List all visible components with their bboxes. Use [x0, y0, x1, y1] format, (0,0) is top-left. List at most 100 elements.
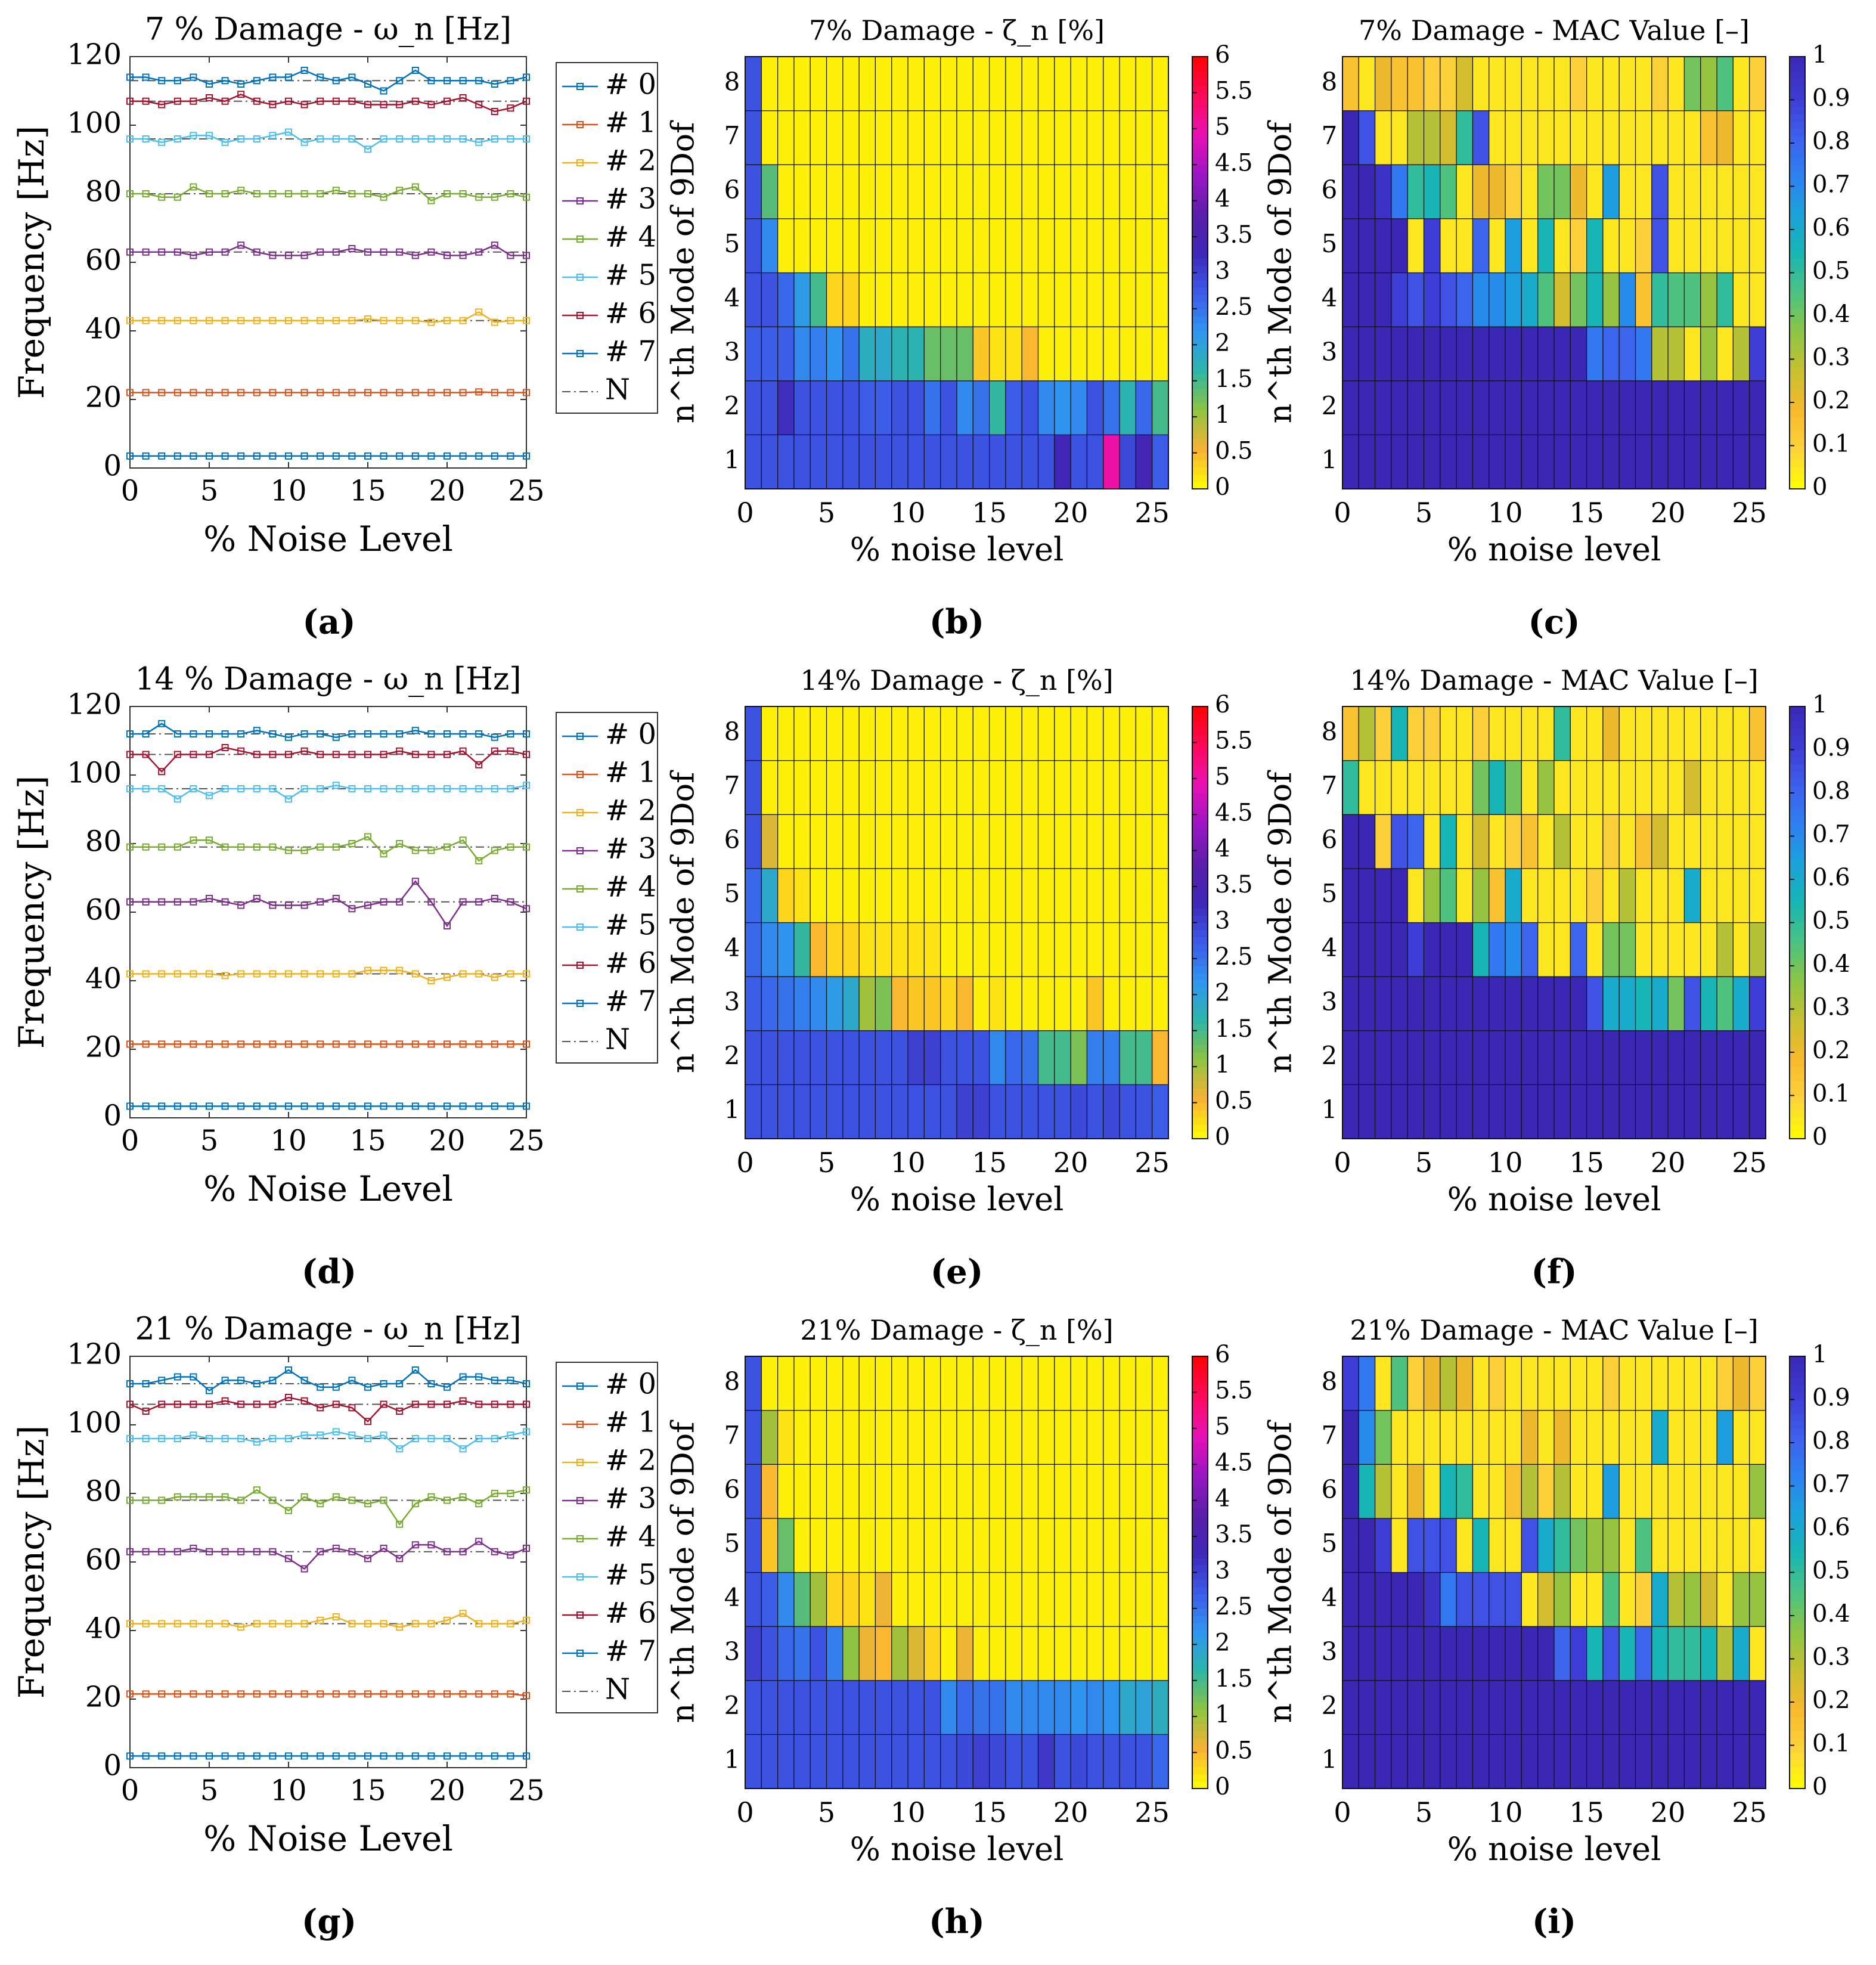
heatmap-cell [745, 380, 762, 435]
heatmap-cell [1070, 1734, 1088, 1789]
heatmap-cell [1456, 1410, 1474, 1465]
data-point [475, 248, 483, 256]
x-axis-label: % Noise Level [203, 1169, 453, 1209]
data-point [523, 193, 530, 201]
heatmap-cell [1456, 1356, 1474, 1411]
heatmap-cell [1358, 1030, 1376, 1085]
heatmap-cell [1119, 1410, 1136, 1465]
heatmap-cell [1070, 1518, 1088, 1573]
data-point [206, 80, 213, 88]
data-point [411, 751, 419, 758]
colorbar-segment [1192, 200, 1208, 209]
heatmap-cell [1537, 56, 1555, 111]
heatmap-cell [1021, 922, 1039, 977]
data-point [444, 974, 451, 981]
data-point [459, 1445, 467, 1453]
heatmap-cell [826, 1626, 844, 1681]
heatmap-cell [1342, 1572, 1359, 1627]
heatmap-cell [907, 706, 925, 761]
colorbar-segment [1790, 1421, 1805, 1429]
data-point [237, 1623, 245, 1631]
heatmap-cell [793, 976, 811, 1031]
colorbar-tick-label: 0.7 [1812, 821, 1850, 848]
heatmap-cell [858, 272, 876, 327]
heatmap-cell [907, 1734, 925, 1789]
heatmap-cell [875, 922, 892, 977]
heatmap-cell [1651, 380, 1669, 435]
heatmap-cell [1037, 922, 1055, 977]
legend-marker [576, 350, 584, 357]
heatmap-cell [1489, 56, 1506, 111]
heatmap-cell [923, 380, 941, 435]
heatmap-cell [1423, 1572, 1441, 1627]
data-point [126, 843, 134, 851]
colorbar-segment [1790, 850, 1805, 858]
heatmap-cell [1570, 326, 1587, 382]
colorbar-segment [1192, 1045, 1208, 1053]
heatmap-cell [956, 218, 973, 274]
colorbar-tick-label: 0.8 [1812, 1427, 1850, 1455]
heatmap-cell [875, 1356, 892, 1411]
colorbar-tick-label: 1 [1812, 691, 1827, 718]
heatmap-cell [1358, 706, 1376, 761]
heatmap-cell [1553, 56, 1571, 111]
y-tick-label: 7 [724, 1421, 740, 1450]
data-point [348, 97, 356, 105]
heatmap-cell [1700, 380, 1717, 435]
data-point [411, 1366, 419, 1374]
heatmap-cell [1472, 1356, 1490, 1411]
colorbar-tick-label: 4.5 [1215, 1449, 1253, 1476]
heatmap-cell [1570, 110, 1587, 165]
heatmap-cell [777, 922, 795, 977]
heatmap-cell [1553, 868, 1571, 923]
heatmap-cell [891, 56, 908, 111]
data-point [269, 1435, 277, 1442]
heatmap-cell [1119, 272, 1136, 327]
heatmap-cell [761, 1464, 779, 1519]
heatmap-cell [1005, 434, 1022, 489]
data-point [190, 730, 197, 737]
heatmap-cell [1683, 1356, 1701, 1411]
heatmap-cell [1505, 272, 1522, 327]
data-point [459, 898, 467, 906]
data-point [396, 840, 404, 847]
heatmap-cell [1537, 380, 1555, 435]
data-point [206, 1752, 213, 1760]
heatmap-cell [1119, 1030, 1136, 1085]
heatmap-cell [1342, 326, 1359, 382]
heatmap-cell [972, 760, 990, 815]
data-point [475, 1620, 483, 1628]
heatmap-cell [989, 922, 1006, 977]
data-point [206, 94, 213, 101]
heatmap-cell [1537, 1680, 1555, 1735]
colorbar-segment [1192, 887, 1208, 894]
data-point [427, 785, 435, 792]
heatmap-cell [989, 434, 1006, 489]
heatmap-cell [1472, 1734, 1490, 1789]
heatmap-cell [1103, 1030, 1120, 1085]
heatmap-cell [858, 1410, 876, 1465]
colorbar-segment [1790, 395, 1805, 403]
heatmap-cell [1456, 760, 1474, 815]
data-point [300, 1431, 308, 1439]
heatmap-cell [1553, 814, 1571, 869]
colorbar-segment [1192, 1601, 1208, 1609]
data-point [491, 785, 498, 792]
legend-marker [576, 1535, 584, 1542]
data-point [380, 1752, 387, 1760]
heatmap-cell [875, 326, 892, 382]
data-point [396, 317, 404, 324]
heatmap-cell [777, 868, 795, 923]
heatmap-cell [1021, 1680, 1039, 1735]
heatmap-cell [826, 218, 844, 274]
heatmap-cell [1021, 434, 1039, 489]
heatmap-cell [1423, 1410, 1441, 1465]
heatmap-cell [1716, 1734, 1734, 1789]
heatmap-cell [1423, 1084, 1441, 1139]
data-point [173, 1690, 181, 1698]
heatmap-cell [1086, 164, 1104, 219]
heatmap-cell [940, 164, 957, 219]
heatmap-cell [1635, 868, 1652, 923]
data-point [475, 1435, 483, 1442]
colorbar-segment [1790, 85, 1805, 94]
